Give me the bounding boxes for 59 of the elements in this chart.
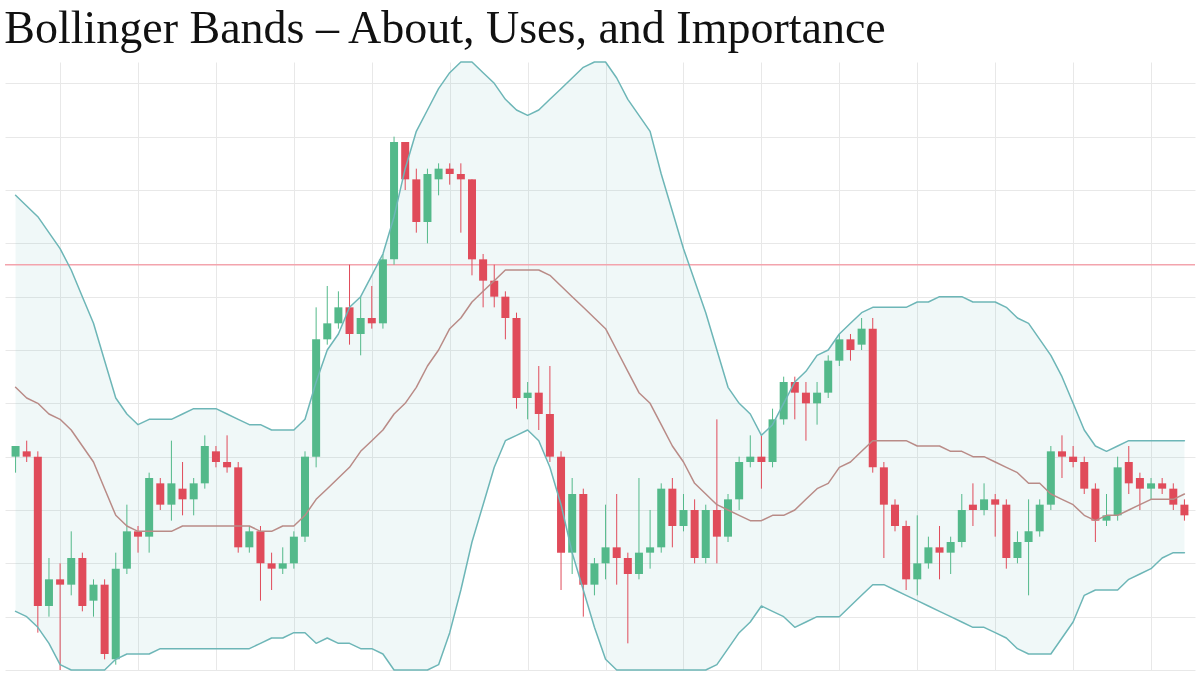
candlestick [968, 482, 977, 527]
candlestick [746, 434, 755, 468]
candlestick [891, 498, 899, 532]
candlestick [134, 525, 143, 554]
candlestick [757, 434, 766, 490]
candlestick [935, 525, 944, 580]
candlestick [211, 445, 220, 468]
candlestick [1135, 472, 1144, 511]
candlestick [601, 504, 610, 580]
candlestick [801, 381, 810, 442]
candlestick [22, 440, 31, 463]
candlestick [501, 290, 510, 340]
candlestick [167, 440, 176, 522]
candlestick [267, 552, 276, 591]
candlestick [534, 365, 543, 431]
candlestick [612, 493, 621, 586]
candlestick [1069, 445, 1078, 468]
candlestick [445, 162, 454, 186]
candlestick [946, 536, 955, 575]
chart-title: Bollinger Bands – About, Uses, and Importance [4, 2, 886, 54]
candlestick [590, 557, 599, 596]
candlestick [178, 461, 187, 516]
candlestick [623, 552, 632, 644]
candlestick [1057, 434, 1066, 479]
candlestick [189, 477, 198, 516]
candlestick [1147, 477, 1156, 500]
candlestick [434, 162, 443, 196]
candlestick [456, 162, 465, 234]
candlestick [913, 514, 922, 596]
candlestick [1169, 482, 1178, 511]
candlestick [1024, 498, 1033, 596]
candlestick [1013, 530, 1022, 564]
candlestick [89, 578, 98, 618]
candlestick [790, 376, 799, 420]
candlestick [334, 290, 343, 330]
candlestick [223, 434, 232, 474]
candlestick [980, 482, 989, 516]
candlestick [479, 253, 488, 308]
candlestick [356, 296, 365, 356]
candlestick [490, 264, 499, 308]
candlestick [323, 285, 332, 346]
candlestick [1180, 498, 1189, 522]
candlestick [11, 445, 20, 474]
candlestick [846, 333, 855, 362]
candlestick [857, 317, 866, 351]
candlestick [278, 546, 287, 575]
candlestick [679, 493, 688, 532]
candlestick [1124, 445, 1133, 495]
candlestick [634, 477, 643, 580]
candlestick [367, 285, 376, 330]
candlestick [924, 536, 933, 570]
candlestick [156, 477, 165, 511]
candlestick [991, 493, 1000, 538]
candlestick [646, 509, 655, 570]
candlestick [523, 381, 532, 420]
candlestick [245, 525, 254, 554]
candlestick [835, 333, 844, 367]
candlestick [813, 381, 822, 426]
candlestick [56, 562, 65, 671]
